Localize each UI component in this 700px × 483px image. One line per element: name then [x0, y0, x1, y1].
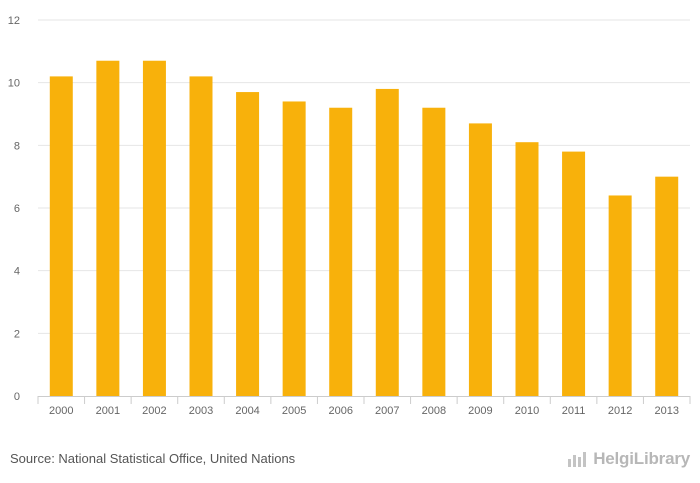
x-tick-label: 2006: [328, 405, 352, 417]
x-tick-label: 2002: [142, 405, 166, 417]
y-tick-label: 10: [8, 78, 20, 90]
x-tick-label: 2004: [235, 405, 259, 417]
x-tick-label: 2008: [422, 405, 446, 417]
bar-2011[interactable]: [562, 151, 586, 396]
x-tick-label: 2009: [468, 405, 492, 417]
y-tick-label: 6: [14, 203, 20, 215]
y-tick-label: 8: [14, 140, 20, 152]
brand-name: HelgiLibrary: [593, 449, 690, 468]
x-tick-label: 2007: [375, 405, 399, 417]
bar-2003[interactable]: [189, 76, 213, 397]
bar-2004[interactable]: [236, 92, 260, 397]
x-tick-label: 2005: [282, 405, 306, 417]
bar-2006[interactable]: [329, 107, 353, 396]
y-tick-label: 0: [14, 391, 20, 403]
bar-2007[interactable]: [375, 88, 399, 396]
y-tick-label: 12: [8, 15, 20, 27]
bar-2013[interactable]: [655, 176, 679, 396]
x-tick-label: 2010: [515, 405, 539, 417]
brand-logo[interactable]: HelgiLibrary: [567, 449, 690, 469]
x-tick-label: 2000: [49, 405, 73, 417]
x-tick-label: 2003: [189, 405, 213, 417]
bar-chart-icon: [568, 452, 587, 467]
bar-chart: 0 2 4 6 8 10 12 2000 2001 2002 2003 2004 2005 2006 200…: [8, 15, 691, 417]
bar-2002[interactable]: [142, 60, 166, 396]
y-tick-label: 2: [14, 328, 20, 340]
x-tick-label: 2012: [608, 405, 632, 417]
y-tick-label: 4: [14, 266, 20, 278]
x-tick-label: 2001: [96, 405, 120, 417]
source-note: Source: National Statistical Office, Uni…: [10, 451, 296, 466]
x-tick-label: 2011: [562, 405, 586, 417]
bar-2005[interactable]: [282, 101, 306, 396]
bar-2008[interactable]: [422, 107, 446, 396]
bar-2009[interactable]: [468, 123, 492, 397]
bar-2010[interactable]: [515, 142, 539, 396]
bar-2012[interactable]: [608, 195, 632, 396]
bar-2001[interactable]: [96, 60, 120, 396]
x-tick-label: 2013: [654, 405, 678, 417]
bar-2000[interactable]: [49, 76, 73, 397]
